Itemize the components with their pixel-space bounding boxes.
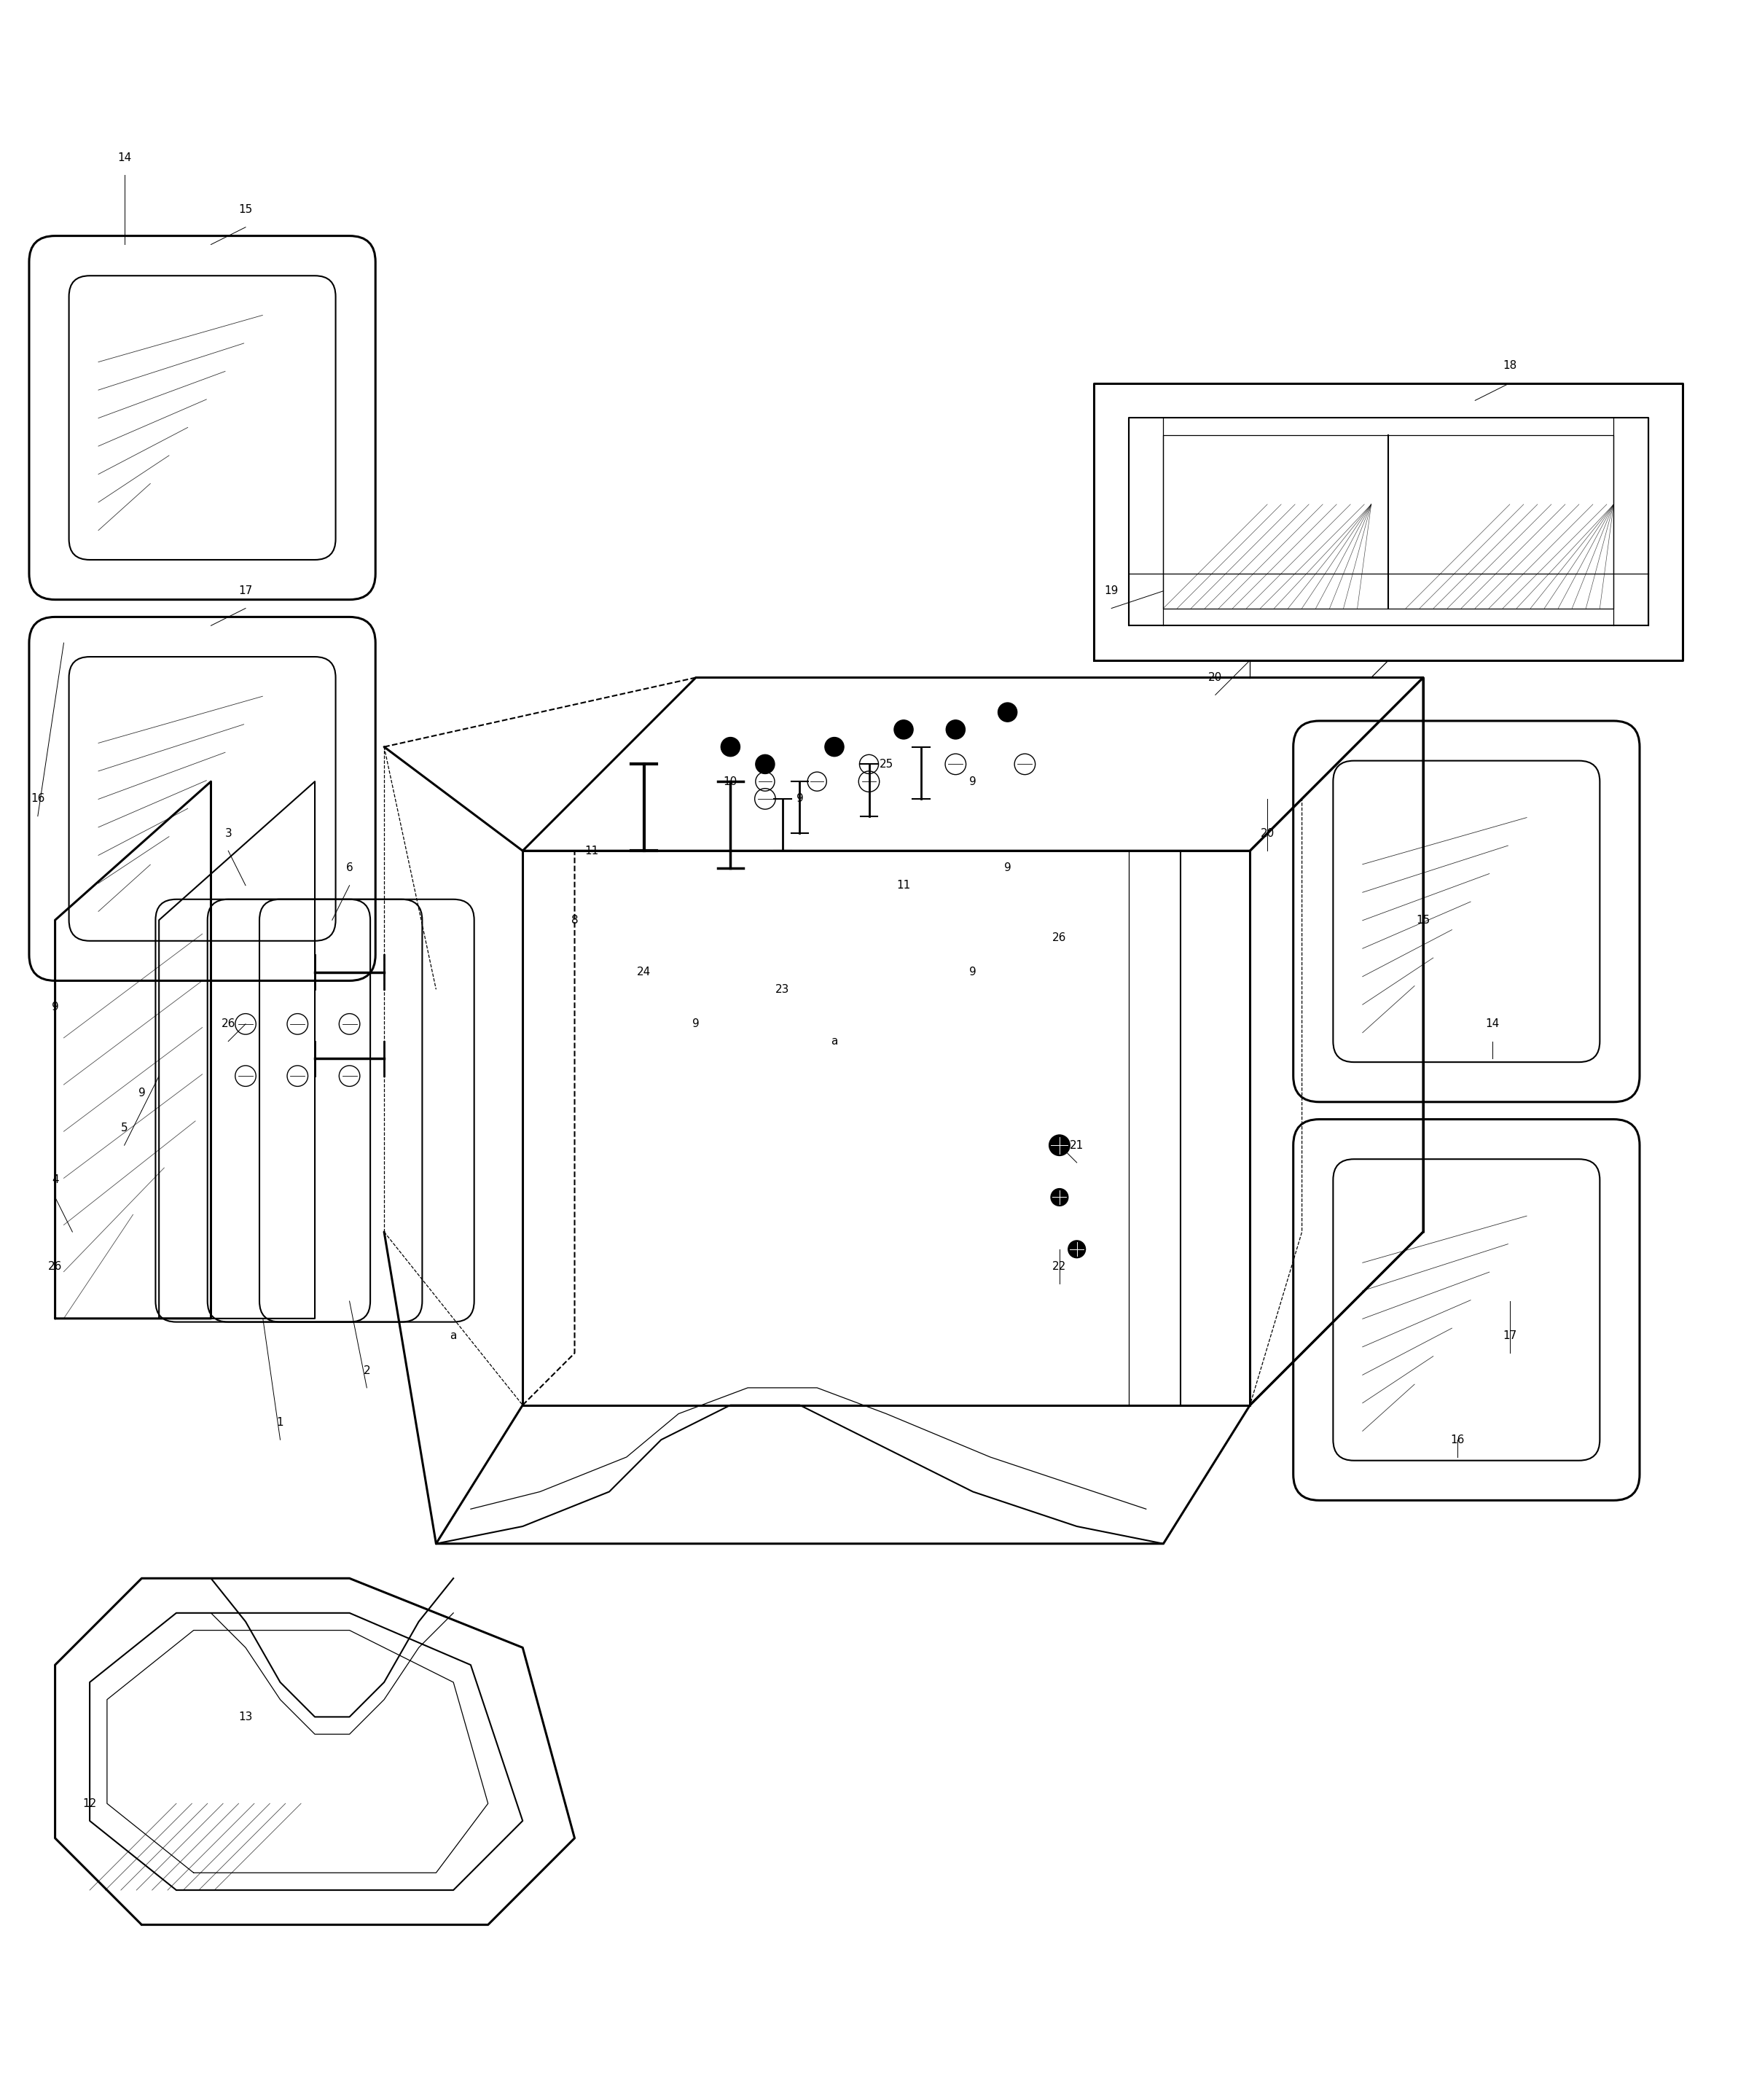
Text: 9: 9	[52, 1002, 59, 1012]
Circle shape	[1069, 1241, 1086, 1258]
Text: 23: 23	[775, 985, 789, 995]
Text: a: a	[831, 1035, 838, 1046]
Text: 9: 9	[137, 1088, 146, 1098]
Circle shape	[756, 754, 775, 773]
Text: 20: 20	[1208, 672, 1222, 682]
Circle shape	[721, 737, 740, 756]
Text: 9: 9	[970, 777, 977, 788]
Text: 4: 4	[52, 1174, 59, 1184]
Text: 25: 25	[879, 758, 893, 771]
Text: 17: 17	[1503, 1329, 1517, 1342]
Text: 5: 5	[122, 1124, 129, 1134]
Text: 2: 2	[363, 1365, 370, 1376]
Text: 14: 14	[1486, 1018, 1500, 1029]
Text: 17: 17	[238, 586, 252, 596]
Text: 26: 26	[1053, 932, 1067, 943]
Circle shape	[998, 704, 1017, 722]
Text: 10: 10	[723, 777, 737, 788]
Text: 26: 26	[221, 1018, 235, 1029]
Text: 9: 9	[796, 794, 803, 804]
Text: 19: 19	[1104, 586, 1119, 596]
Text: 9: 9	[970, 966, 977, 976]
Text: 22: 22	[1053, 1262, 1067, 1273]
Circle shape	[893, 720, 912, 739]
Circle shape	[826, 737, 845, 756]
Text: 9: 9	[692, 1018, 699, 1029]
Text: 6: 6	[346, 863, 353, 874]
Text: 13: 13	[238, 1711, 252, 1722]
Circle shape	[945, 720, 965, 739]
Text: 11: 11	[897, 880, 911, 890]
Text: 11: 11	[586, 846, 600, 857]
Text: 9: 9	[1005, 863, 1012, 874]
Text: 12: 12	[83, 1798, 97, 1808]
Circle shape	[1051, 1189, 1069, 1205]
Text: 14: 14	[118, 153, 132, 164]
Text: 16: 16	[31, 794, 45, 804]
Text: 7: 7	[952, 724, 959, 735]
Text: 21: 21	[1071, 1140, 1085, 1151]
Text: 18: 18	[1503, 361, 1517, 372]
Text: 3: 3	[224, 827, 231, 838]
Text: 15: 15	[1416, 916, 1430, 926]
Circle shape	[1050, 1134, 1071, 1155]
Text: 16: 16	[1451, 1434, 1465, 1445]
Text: 20: 20	[1260, 827, 1274, 838]
Text: 15: 15	[238, 204, 252, 216]
Text: 26: 26	[49, 1262, 63, 1273]
Text: 1: 1	[276, 1418, 283, 1428]
Text: 8: 8	[572, 916, 579, 926]
Text: a: a	[450, 1329, 457, 1342]
Text: 24: 24	[636, 966, 652, 976]
